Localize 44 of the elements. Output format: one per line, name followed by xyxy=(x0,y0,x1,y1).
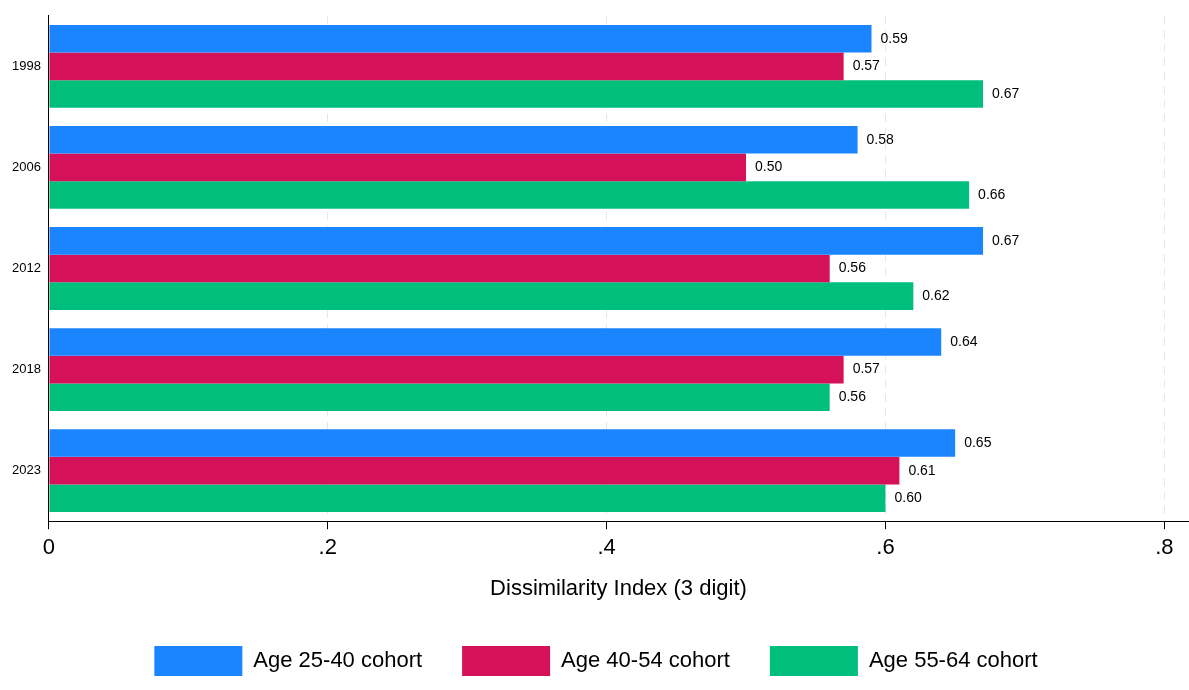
bar xyxy=(49,429,956,457)
data-label: 0.67 xyxy=(992,84,1020,101)
data-label: 0.61 xyxy=(908,461,936,478)
x-tick-label: .8 xyxy=(1155,534,1174,560)
x-tick-label: .2 xyxy=(318,534,337,560)
x-tick-label: .4 xyxy=(597,534,616,560)
data-label: 0.58 xyxy=(866,130,895,147)
bar xyxy=(49,153,747,182)
data-label: 0.66 xyxy=(978,185,1006,202)
x-tick-label: 0 xyxy=(42,534,56,560)
data-label: 0.56 xyxy=(838,388,867,405)
bar xyxy=(49,125,858,154)
bar xyxy=(49,254,830,283)
data-label: 0.65 xyxy=(964,433,992,450)
bar xyxy=(49,80,984,108)
data-label: 0.60 xyxy=(894,489,922,506)
data-label: 0.62 xyxy=(922,286,950,303)
y-tick-label: 2012 xyxy=(12,260,41,276)
bar xyxy=(49,456,900,485)
data-label: 0.50 xyxy=(755,158,783,175)
bar xyxy=(49,484,886,513)
bar xyxy=(49,355,844,384)
bar xyxy=(49,328,942,356)
y-tick-label: 2018 xyxy=(12,361,41,377)
data-label: 0.64 xyxy=(950,332,978,349)
legend-label: Age 40-54 cohort xyxy=(561,647,730,673)
x-tick-label: .6 xyxy=(876,534,895,560)
y-tick-label: 1998 xyxy=(12,57,41,73)
data-label: 0.56 xyxy=(838,259,867,276)
x-axis-title: Dissimilarity Index (3 digit) xyxy=(490,574,747,600)
data-label: 0.57 xyxy=(852,57,881,74)
bar xyxy=(49,383,830,412)
bar xyxy=(49,227,984,255)
data-label: 0.59 xyxy=(880,29,908,46)
data-label: 0.67 xyxy=(992,231,1020,248)
bar xyxy=(49,282,914,310)
bar xyxy=(49,24,872,53)
legend-label: Age 25-40 cohort xyxy=(253,647,423,673)
bar xyxy=(49,181,970,209)
legend-label: Age 55-64 cohort xyxy=(868,647,1038,673)
data-label: 0.57 xyxy=(852,360,881,377)
y-tick-label: 2006 xyxy=(12,159,41,174)
bar xyxy=(49,52,844,81)
y-tick-label: 2023 xyxy=(12,462,41,478)
